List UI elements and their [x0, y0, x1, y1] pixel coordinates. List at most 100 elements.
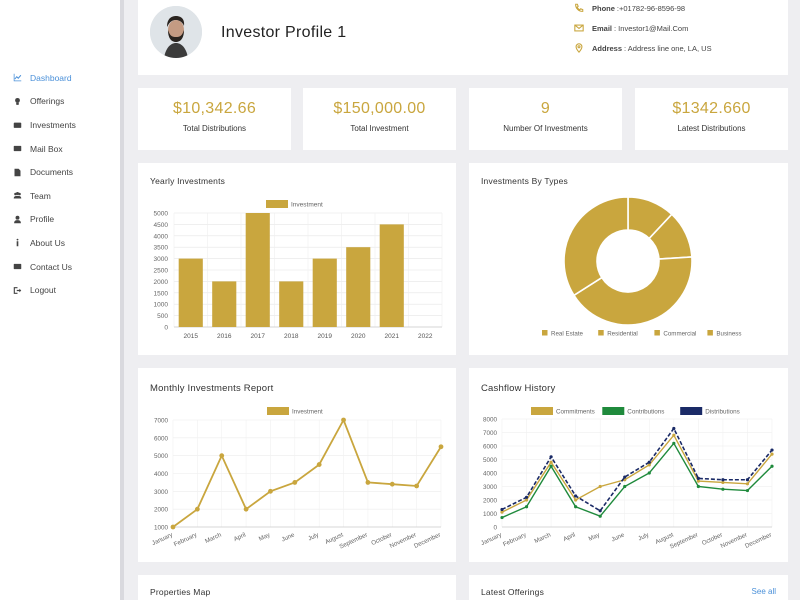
bar [212, 281, 237, 327]
stat-label: Number Of Investments [503, 124, 588, 133]
users-icon [13, 191, 22, 200]
legend-swatch [602, 407, 625, 415]
sidebar-item-logout[interactable]: Logout [0, 278, 120, 302]
map-pin-icon [574, 43, 585, 54]
data-point [268, 488, 273, 494]
data-point [770, 448, 774, 452]
legend-swatch [542, 330, 548, 336]
legend-swatch [531, 407, 553, 415]
y-tick-label: 1500 [154, 290, 169, 297]
data-point [549, 455, 553, 459]
legend-label: Residential [607, 331, 638, 338]
data-point [500, 510, 504, 514]
y-tick-label: 3000 [154, 256, 169, 263]
sidebar-item-label: Documents [30, 167, 73, 178]
data-point [219, 453, 225, 459]
avatar[interactable] [150, 6, 202, 58]
y-tick-label: 5000 [154, 211, 169, 218]
bar [279, 281, 304, 327]
envelope-icon [574, 23, 585, 34]
x-tick-label: November [719, 531, 748, 549]
stat-total-distributions: $10,342.66 Total Distributions [138, 88, 291, 150]
email-label: Email [592, 24, 613, 33]
sidebar-item-label: About Us [30, 237, 65, 248]
y-tick-label: 2000 [483, 498, 498, 505]
legend-swatch [654, 330, 660, 336]
stat-number-of-investments: 9 Number Of Investments [469, 88, 622, 150]
data-point [194, 506, 200, 512]
sidebar-item-documents[interactable]: Documents [0, 160, 120, 184]
data-point [524, 495, 529, 499]
y-tick-label: 3000 [483, 484, 498, 491]
stat-label: Total Investment [350, 124, 409, 133]
series-line [172, 417, 442, 528]
y-tick-label: 500 [157, 313, 168, 320]
see-all-link[interactable]: See all [751, 587, 776, 596]
data-point [598, 514, 602, 518]
sidebar-item-offerings[interactable]: Offerings [0, 90, 120, 114]
x-tick-label: January [480, 531, 504, 547]
x-tick-label: January [151, 531, 175, 547]
data-point [598, 509, 602, 513]
legend-label: Investment [292, 409, 323, 416]
x-tick-label: December [413, 531, 442, 549]
x-tick-label: September [669, 531, 699, 550]
email-value: : Investor1@Mail.Com [614, 24, 689, 33]
bar [312, 258, 337, 327]
sidebar-item-contact-us[interactable]: Contact Us [0, 255, 120, 279]
y-tick-label: 5000 [483, 457, 498, 464]
card-title: Investments By Types [481, 176, 568, 186]
yearly-investments-card: Yearly Investments 0 500 1000 1500 2000 2500 3… [138, 163, 456, 355]
y-tick-label: 2500 [154, 268, 169, 275]
data-point [389, 481, 395, 487]
data-point [524, 505, 529, 509]
y-tick-label: 2000 [154, 279, 169, 286]
sidebar-item-about-us[interactable]: About Us [0, 231, 120, 255]
data-point [524, 498, 529, 502]
bar [245, 213, 270, 327]
data-point [316, 462, 322, 467]
sidebar-item-mail-box[interactable]: Mail Box [0, 137, 120, 161]
series-line [501, 426, 773, 512]
bar [379, 224, 404, 327]
y-tick-label: 4000 [154, 471, 169, 478]
sidebar-item-team[interactable]: Team [0, 184, 120, 208]
data-point [721, 480, 725, 485]
legend-label: Distributions [705, 409, 740, 416]
address-label: Address [592, 44, 623, 53]
data-point [696, 479, 700, 483]
y-tick-label: 0 [164, 325, 168, 332]
x-tick-label: February [502, 531, 528, 548]
data-point [770, 452, 774, 456]
contact-email: Email : Investor1@Mail.Com [574, 23, 688, 34]
sidebar-item-dashboard[interactable]: Dashboard [0, 66, 120, 90]
data-point [574, 494, 578, 498]
y-tick-label: 5000 [154, 453, 169, 460]
legend-swatch [707, 330, 713, 336]
sidebar-item-profile[interactable]: Profile [0, 208, 120, 232]
sidebar-item-label: Offerings [30, 96, 65, 107]
briefcase-icon [13, 120, 22, 129]
x-tick-label: March [204, 531, 223, 545]
data-point [549, 460, 553, 464]
stat-total-investment: $150,000.00 Total Investment [303, 88, 456, 150]
bar [178, 258, 203, 327]
data-point [647, 460, 651, 464]
phone-value: :+01782-96-8596-98 [616, 4, 686, 13]
cashflow-history-chart: 0 1000 2000 3000 4000 5000 6000 7000 8000 January… [480, 407, 774, 551]
monthly-investments-chart: 1000 2000 3000 4000 5000 6000 7000 JanuaryFebru… [151, 407, 444, 551]
x-tick-label: July [307, 531, 321, 542]
yearly-investments-chart: 0 500 1000 1500 2000 2500 3000 3500 4000 4500 5000… [154, 200, 443, 340]
x-tick-label: July [637, 531, 651, 542]
sidebar-item-investments[interactable]: Investments [0, 113, 120, 137]
data-point [414, 483, 420, 489]
card-title: Properties Map [150, 587, 211, 597]
legend-swatch [680, 407, 703, 415]
x-tick-label: March [533, 531, 552, 545]
contact-address: Address : Address line one, LA, US [574, 43, 712, 54]
x-tick-label: November [389, 531, 418, 549]
data-point [574, 505, 578, 509]
legend-label: Commitments [556, 409, 595, 416]
sidebar: Dashboard Offerings Investments Mail Box Doc… [0, 0, 124, 600]
data-point [672, 441, 676, 445]
